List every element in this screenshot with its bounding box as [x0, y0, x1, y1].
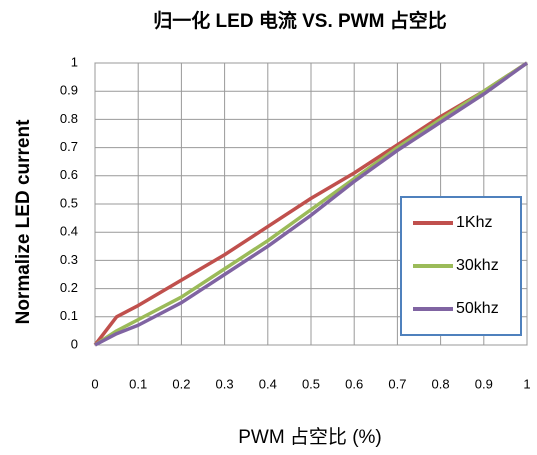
legend-label: 1Khz [456, 214, 492, 231]
y-tick-label: 0.7 [60, 139, 78, 154]
y-tick-label: 0.4 [60, 224, 78, 239]
x-tick-label: 1 [523, 376, 530, 391]
legend-label: 30khz [456, 257, 499, 274]
x-tick-label: 0 [91, 376, 98, 391]
data-line [94, 61, 529, 347]
x-tick-label: 0.6 [345, 376, 363, 391]
x-tick-label: 0.3 [216, 376, 234, 391]
x-tick-label: 0.7 [388, 376, 406, 391]
y-axis-label: Normalize LED current [13, 119, 34, 324]
chart-title: 归一化 LED 电流 VS. PWM 占空比 [153, 9, 446, 32]
y-tick-label: 0 [71, 336, 78, 351]
x-tick-label: 0.2 [172, 376, 190, 391]
x-tick-label: 0.5 [302, 376, 320, 391]
y-tick-label: 0.1 [60, 308, 78, 323]
data-line [94, 61, 528, 347]
y-tick-label: 1 [71, 54, 78, 69]
y-tick-label: 0.9 [60, 83, 78, 98]
x-tick-label: 0.1 [129, 376, 147, 391]
y-tick-label: 0.6 [60, 167, 78, 182]
y-tick-label: 0.3 [60, 252, 78, 267]
y-tick-label: 0.8 [60, 111, 78, 126]
legend-label: 50khz [456, 300, 499, 317]
x-tick-label: 0.8 [432, 376, 450, 391]
y-tick-label: 0.2 [60, 280, 78, 295]
data-line [93, 61, 528, 347]
x-axis-label: PWM 占空比 (%) [238, 426, 382, 448]
x-tick-label: 0.9 [475, 376, 493, 391]
y-tick-label: 0.5 [60, 195, 78, 210]
x-tick-label: 0.4 [259, 376, 277, 391]
